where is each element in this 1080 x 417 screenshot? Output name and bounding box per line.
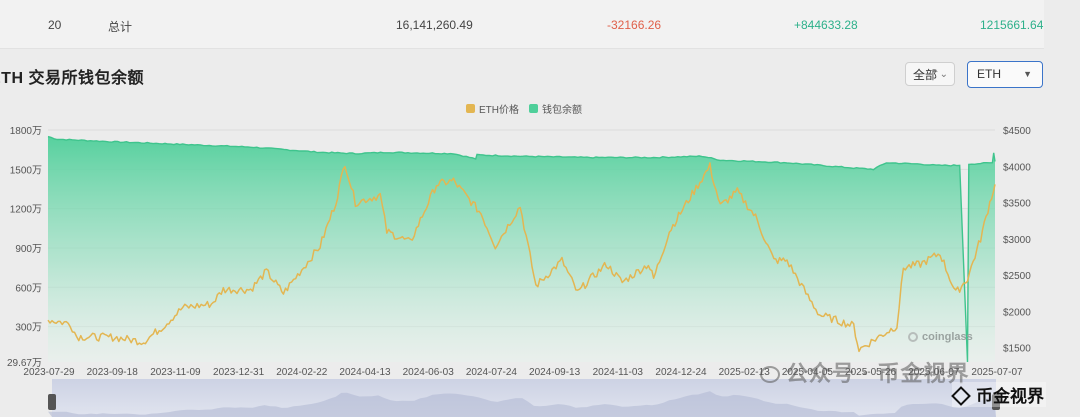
price-line: [47, 162, 996, 353]
rank-cell: 20: [48, 18, 62, 32]
range-slider[interactable]: [48, 379, 1000, 417]
x-tick: 2023-07-29: [23, 367, 75, 378]
y-left-tick: 29.67万: [7, 358, 42, 369]
change-30d-cell: 1215661.64: [980, 18, 1044, 32]
x-axis: 2023-07-29 2023-09-18 2023-11-09 2023-12-31…: [23, 367, 1023, 378]
legend-label-price: ETH价格: [479, 105, 519, 116]
summary-row: 20 总计 16,141,260.49 -32166.26 +844633.28…: [0, 0, 1044, 49]
y-axis-right: $4500 $4000 $3500 $3000 $2500 $2000 $1500: [1003, 126, 1031, 355]
balance-area: [48, 136, 995, 362]
legend-item-balance[interactable]: 钱包余额: [529, 101, 582, 116]
y-right-tick: $1500: [1003, 344, 1031, 355]
x-tick: 2024-12-24: [655, 367, 707, 378]
x-tick: 2023-11-09: [150, 367, 201, 378]
y-left-tick: 1200万: [10, 205, 42, 216]
coin-select[interactable]: ETH ▼: [967, 61, 1043, 88]
y-left-tick: 1500万: [10, 165, 42, 176]
x-tick: 2024-04-13: [339, 367, 391, 378]
y-right-tick: $3000: [1003, 235, 1031, 246]
x-tick: 2024-11-03: [593, 367, 644, 378]
y-left-tick: 300万: [15, 323, 42, 334]
x-tick: 2024-02-22: [276, 367, 328, 378]
legend-label-balance: 钱包余额: [542, 105, 582, 116]
x-tick: 2024-06-03: [403, 367, 455, 378]
chevron-down-icon: ▼: [1023, 69, 1032, 79]
coin-select-label: ETH: [977, 67, 1001, 81]
legend-swatch-balance: [529, 104, 538, 113]
y-right-tick: $2500: [1003, 271, 1031, 282]
x-tick: 2024-09-13: [529, 367, 581, 378]
x-tick: 2023-12-31: [213, 367, 265, 378]
range-handle-left[interactable]: [48, 394, 56, 410]
y-left-tick: 600万: [15, 283, 42, 294]
x-tick: 2025-06-07: [908, 367, 960, 378]
legend-item-price[interactable]: ETH价格: [466, 101, 519, 116]
chart-title: ETH 交易所钱包余额: [0, 70, 144, 87]
brand-logo-icon: [951, 386, 971, 406]
balance-cell: 16,141,260.49: [396, 18, 473, 32]
total-label: 总计: [108, 20, 133, 34]
change-1d-cell: -32166.26: [607, 18, 662, 32]
y-axis-left: 1800万 1500万 1200万 900万 600万 300万 29.67万: [7, 126, 42, 369]
coinglass-watermark: coinglass: [908, 331, 973, 343]
y-right-tick: $2000: [1003, 307, 1031, 318]
x-tick: 2023-09-18: [87, 367, 139, 378]
x-tick: 2025-04-05: [782, 367, 834, 378]
balance-line: [47, 135, 996, 363]
x-tick: 2025-05-26: [845, 367, 897, 378]
range-handle-right[interactable]: [992, 394, 1000, 410]
range-select[interactable]: 全部 ⌃⌄: [905, 62, 955, 86]
brand-watermark: 币金视界: [951, 382, 1046, 407]
y-left-tick: 1800万: [10, 126, 42, 137]
x-tick: 2025-02-13: [719, 367, 771, 378]
y-right-tick: $4500: [1003, 126, 1031, 137]
range-slider-preview: [48, 391, 996, 417]
y-right-tick: $3500: [1003, 199, 1031, 210]
x-tick: 2025-07-07: [971, 367, 1023, 378]
coinglass-logo-icon: [908, 332, 918, 342]
y-right-tick: $4000: [1003, 162, 1031, 173]
wechat-watermark: 公众号 · 币金视界: [760, 356, 970, 388]
chart-legend: ETH价格 钱包余额: [466, 101, 582, 116]
range-select-label: 全部: [913, 68, 938, 82]
legend-swatch-price: [466, 104, 475, 113]
change-7d-cell: +844633.28: [794, 18, 858, 32]
x-tick: 2024-07-24: [466, 367, 518, 378]
updown-icon: ⌃⌄: [931, 69, 948, 80]
y-left-tick: 900万: [15, 244, 42, 255]
wechat-icon: [760, 366, 780, 383]
